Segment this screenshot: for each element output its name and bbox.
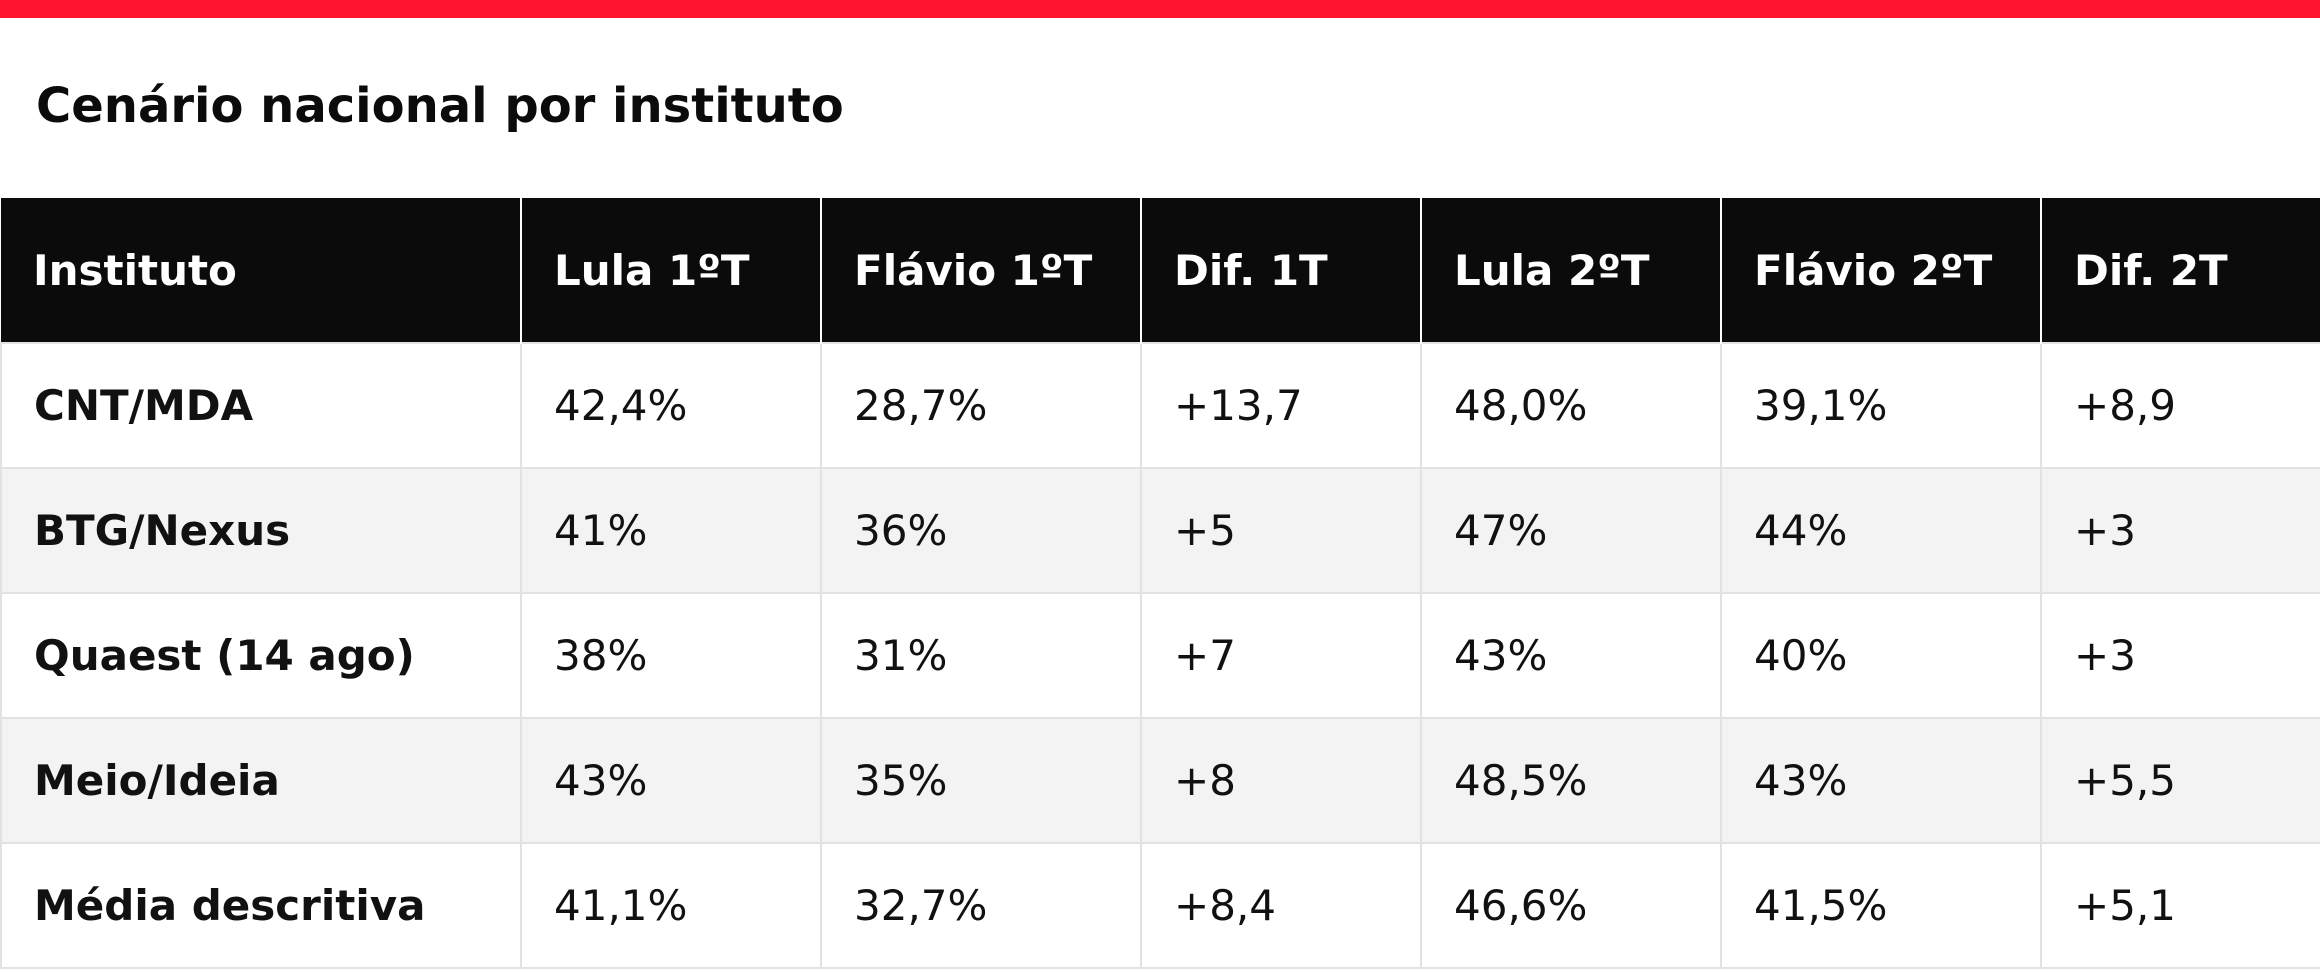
results-table: Instituto Lula 1ºT Flávio 1ºT Dif. 1T Lu… <box>0 198 2320 969</box>
cell-flavio-2t: 40% <box>1720 592 2042 719</box>
cell-flavio-1t: 31% <box>820 592 1142 719</box>
header-lula-2t: Lula 2ºT <box>1420 198 1721 343</box>
header-flavio-1t: Flávio 1ºT <box>820 198 1141 343</box>
cell-flavio-2t: 39,1% <box>1720 342 2042 469</box>
cell-dif-1t: +5 <box>1140 467 1422 594</box>
header-lula-1t: Lula 1ºT <box>520 198 821 343</box>
cell-lula-2t: 43% <box>1420 592 1722 719</box>
cell-dif-1t: +7 <box>1140 592 1422 719</box>
cell-flavio-2t: 41,5% <box>1720 842 2042 969</box>
cell-lula-1t: 42,4% <box>520 342 822 469</box>
cell-flavio-1t: 36% <box>820 467 1142 594</box>
cell-dif-2t: +8,9 <box>2040 342 2320 469</box>
cell-lula-2t: 48,5% <box>1420 717 1722 844</box>
cell-dif-2t: +3 <box>2040 592 2320 719</box>
table-row: Média descritiva 41,1% 32,7% +8,4 46,6% … <box>0 842 2320 969</box>
cell-instituto: Quaest (14 ago) <box>0 592 522 719</box>
table-header-row: Instituto Lula 1ºT Flávio 1ºT Dif. 1T Lu… <box>1 198 2320 343</box>
cell-flavio-2t: 43% <box>1720 717 2042 844</box>
cell-lula-2t: 47% <box>1420 467 1722 594</box>
cell-dif-2t: +5,5 <box>2040 717 2320 844</box>
cell-lula-1t: 41% <box>520 467 822 594</box>
cell-dif-1t: +13,7 <box>1140 342 1422 469</box>
cell-instituto: Meio/Ideia <box>0 717 522 844</box>
cell-dif-1t: +8,4 <box>1140 842 1422 969</box>
accent-top-bar <box>0 0 2320 18</box>
cell-lula-2t: 46,6% <box>1420 842 1722 969</box>
cell-flavio-1t: 28,7% <box>820 342 1142 469</box>
header-flavio-2t: Flávio 2ºT <box>1720 198 2041 343</box>
cell-dif-1t: +8 <box>1140 717 1422 844</box>
table-row: CNT/MDA 42,4% 28,7% +13,7 48,0% 39,1% +8… <box>0 342 2320 469</box>
header-dif-1t: Dif. 1T <box>1140 198 1421 343</box>
cell-flavio-1t: 35% <box>820 717 1142 844</box>
header-instituto: Instituto <box>1 198 521 343</box>
table-row: Quaest (14 ago) 38% 31% +7 43% 40% +3 <box>0 592 2320 719</box>
header-dif-2t: Dif. 2T <box>2040 198 2320 343</box>
cell-flavio-1t: 32,7% <box>820 842 1142 969</box>
cell-lula-2t: 48,0% <box>1420 342 1722 469</box>
cell-lula-1t: 43% <box>520 717 822 844</box>
table-row: Meio/Ideia 43% 35% +8 48,5% 43% +5,5 <box>0 717 2320 844</box>
cell-instituto: BTG/Nexus <box>0 467 522 594</box>
cell-flavio-2t: 44% <box>1720 467 2042 594</box>
cell-instituto: CNT/MDA <box>0 342 522 469</box>
table-row: BTG/Nexus 41% 36% +5 47% 44% +3 <box>0 467 2320 594</box>
cell-dif-2t: +5,1 <box>2040 842 2320 969</box>
cell-instituto: Média descritiva <box>0 842 522 969</box>
page-title: Cenário nacional por instituto <box>36 78 844 134</box>
cell-lula-1t: 38% <box>520 592 822 719</box>
cell-dif-2t: +3 <box>2040 467 2320 594</box>
cell-lula-1t: 41,1% <box>520 842 822 969</box>
